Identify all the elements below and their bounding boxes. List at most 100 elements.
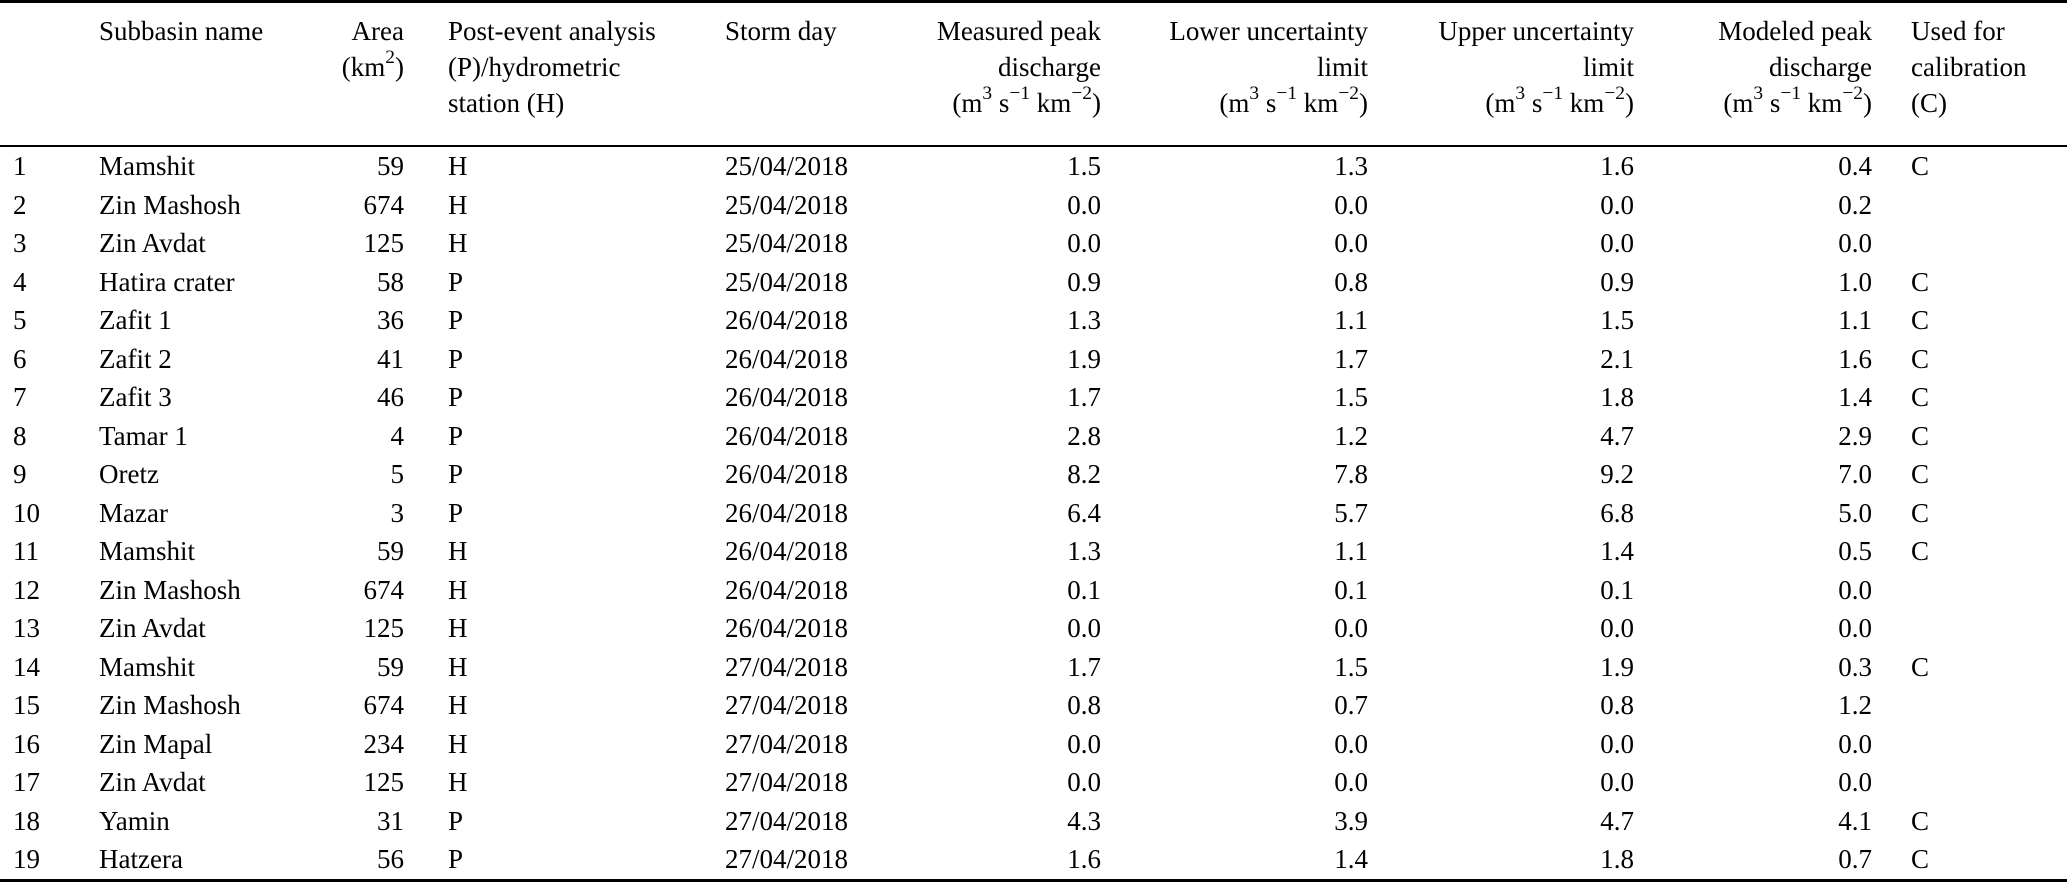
area-cell: 31 [377,805,404,836]
discharge-unit-label: (m3 s−1 km−2) [1131,83,1368,121]
unit-text: ) [1359,88,1368,118]
row-number-cell: 16 [13,728,40,759]
analysis-type-cell: H [448,728,468,759]
modeled-peak-discharge-cell: 0.0 [1838,767,1872,797]
area-cell: 674 [363,189,405,220]
subbasin-name-cell: Hatira crater [99,266,235,297]
subbasin-name-cell: Zin Mashosh [99,690,241,720]
upper-uncertainty-label-line2: limit [1582,52,1634,82]
subbasin-name-cell: Hatzera [99,844,183,874]
modeled-peak-discharge-cell: 4.1 [1838,805,1872,836]
unit-superscript: −1 [1276,83,1298,105]
unit-superscript: 2 [385,47,395,69]
row-number-cell: 7 [13,382,27,412]
measured-peak-discharge-cell: 0.0 [1067,228,1101,258]
row-number-cell: 1 [13,151,27,181]
area-cell: 125 [363,228,405,258]
row-number-cell: 19 [13,844,40,874]
modeled-peak-discharge-cell: 7.0 [1838,459,1872,489]
measured-peak-discharge-cell: 1.9 [1067,343,1101,374]
unit-text: ) [395,52,404,82]
storm-day-cell: 26/04/2018 [725,536,849,566]
lower-uncertainty-limit-cell: 1.2 [1334,420,1368,451]
used-for-calibration-cell [1900,763,2067,802]
storm-day-cell: 27/04/2018 [725,844,849,874]
unit-superscript: 3 [1753,83,1764,105]
unit-superscript: −2 [1604,83,1625,105]
measured-peak-discharge-cell: 4.3 [1067,805,1101,836]
upper-uncertainty-limit-cell: 2.1 [1600,343,1634,374]
table-row: 14 Mamshit 59 H 27/04/2018 1.7 1.5 1.9 0.3 C [0,648,2067,687]
upper-uncertainty-limit-cell: 0.0 [1600,613,1634,643]
lower-uncertainty-limit-cell: 0.1 [1334,574,1368,605]
modeled-peak-discharge-cell: 0.5 [1838,536,1872,566]
table-row: 16 Zin Mapal 234 H 27/04/2018 0.0 0.0 0.0 0.0 [0,725,2067,764]
unit-text: ) [1092,88,1101,118]
row-number-cell: 15 [13,690,40,720]
measured-peak-discharge-cell: 0.9 [1067,266,1101,297]
storm-day-cell: 26/04/2018 [725,497,849,528]
modeled-peak-discharge-cell: 1.1 [1838,305,1872,335]
discharge-unit-label: (m3 s−1 km−2) [931,84,1101,121]
storm-day-cell: 27/04/2018 [725,805,849,836]
storm-day-cell: 25/04/2018 [725,228,849,258]
subbasin-name-cell: Mamshit [99,651,196,682]
unit-text: km [1297,88,1339,118]
analysis-type-cell: H [448,228,468,258]
row-number-cell: 17 [13,767,40,797]
modeled-peak-discharge-cell: 0.0 [1838,613,1872,643]
storm-day-cell: 26/04/2018 [725,343,849,374]
table-row: 8 Tamar 1 4 P 26/04/2018 2.8 1.2 4.7 2.9 C [0,417,2067,456]
modeled-peak-discharge-cell: 2.9 [1838,420,1872,451]
area-cell: 59 [377,651,404,682]
used-for-calibration-cell: C [1911,420,1930,451]
header-upper-uncertainty-limit: Upper uncertainty limit (m3 s−1 km−2) [1395,2,1660,147]
storm-day-cell: 26/04/2018 [725,613,849,643]
modeled-peak-label-line2: discharge [1769,52,1872,82]
used-for-calibration-cell: C [1911,151,1930,181]
lower-uncertainty-limit-cell: 0.0 [1334,767,1368,797]
header-measured-peak-discharge: Measured peak discharge (m3 s−1 km−2) [930,2,1130,147]
area-cell: 46 [377,382,404,412]
calibration-label-line3: (C) [1911,88,1947,118]
storm-day-cell: 27/04/2018 [725,651,849,682]
table-body: 1 Mamshit 59 H 25/04/2018 1.5 1.3 1.6 0.4 C 2 Zin M… [0,146,2067,880]
subbasin-name-cell: Yamin [99,805,170,836]
lower-uncertainty-limit-cell: 0.7 [1334,690,1368,720]
table-row: 11 Mamshit 59 H 26/04/2018 1.3 1.1 1.4 0.5 C [0,532,2067,571]
upper-uncertainty-limit-cell: 0.0 [1600,767,1634,797]
storm-day-cell: 26/04/2018 [725,459,849,489]
table-row: 13 Zin Avdat 125 H 26/04/2018 0.0 0.0 0.0 0.0 [0,609,2067,648]
analysis-type-cell: H [448,574,468,605]
analysis-type-label-line2: (P)/hydrometric [448,52,621,82]
area-unit-label: (km2) [336,47,404,85]
subbasin-name-cell: Mamshit [99,151,196,181]
table-row: 1 Mamshit 59 H 25/04/2018 1.5 1.3 1.6 0.4 C [0,146,2067,186]
used-for-calibration-cell [1900,725,2067,764]
analysis-type-cell: P [448,459,464,489]
table-row: 7 Zafit 3 46 P 26/04/2018 1.7 1.5 1.8 1.4 C [0,378,2067,417]
unit-superscript: −2 [1842,83,1863,105]
area-cell: 59 [377,151,404,181]
row-number-cell: 8 [13,420,27,451]
table-row: 6 Zafit 2 41 P 26/04/2018 1.9 1.7 2.1 1.6 C [0,340,2067,379]
measured-peak-discharge-cell: 1.3 [1067,305,1101,335]
storm-day-cell: 27/04/2018 [725,728,849,759]
unit-text: (m [1485,88,1516,118]
lower-uncertainty-label-line2: limit [1316,52,1368,82]
subbasin-name-label: Subbasin name [99,16,264,46]
lower-uncertainty-limit-cell: 1.7 [1334,343,1368,374]
row-number-cell: 18 [13,805,40,836]
unit-superscript: −1 [1780,83,1802,105]
upper-uncertainty-limit-cell: 9.2 [1600,459,1634,489]
lower-uncertainty-limit-cell: 3.9 [1334,805,1368,836]
analysis-type-cell: H [448,767,468,797]
calibration-label-line1: Used for [1911,16,2005,46]
unit-text: km [1563,88,1605,118]
unit-text: (m [952,88,983,118]
storm-day-cell: 27/04/2018 [725,690,849,720]
table-row: 17 Zin Avdat 125 H 27/04/2018 0.0 0.0 0.0 0.0 [0,763,2067,802]
used-for-calibration-cell: C [1911,497,1930,528]
area-cell: 125 [363,767,405,797]
area-cell: 674 [363,690,405,720]
